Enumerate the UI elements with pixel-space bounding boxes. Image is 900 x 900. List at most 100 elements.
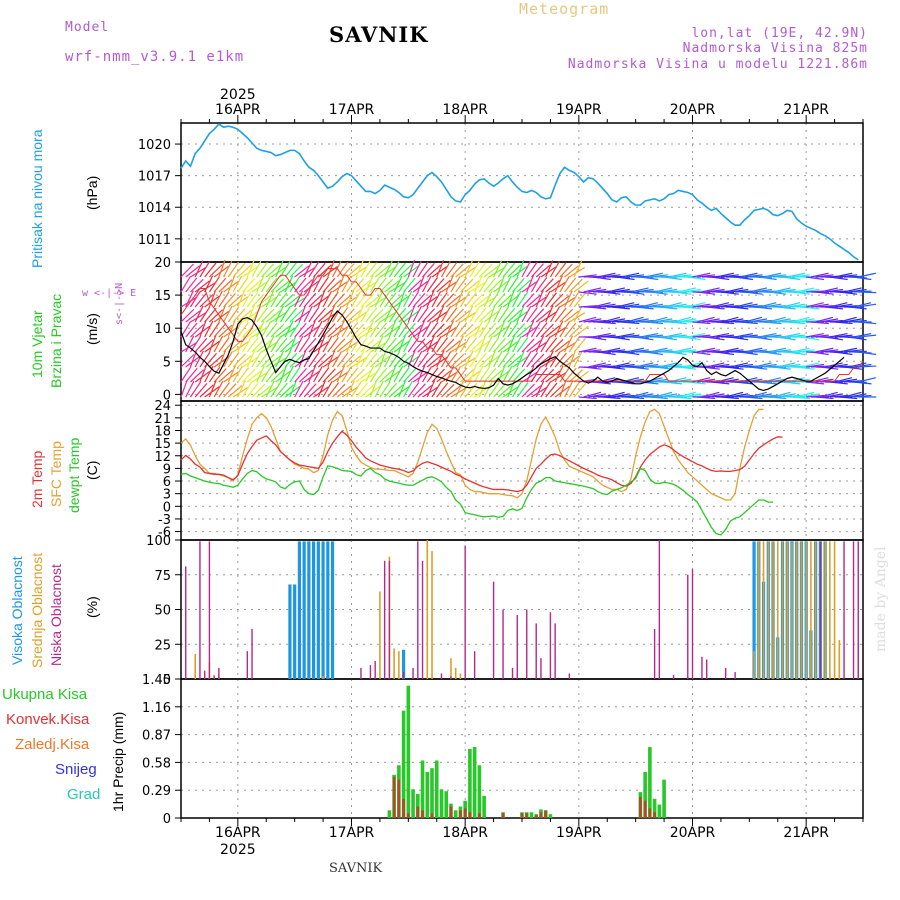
wind-arrow [583, 366, 602, 370]
wind-arrow [497, 261, 509, 278]
wind-arrow [848, 306, 867, 310]
wind-arrow [332, 293, 346, 308]
low-cloud-bar [251, 628, 253, 679]
wind-arrow [185, 335, 195, 353]
wind-arrow [592, 394, 612, 398]
wind-arrow [180, 276, 191, 293]
wind-arrow [645, 272, 663, 278]
wind-arrow [602, 274, 621, 278]
wind-arrow [308, 384, 323, 398]
wind-arrow [270, 369, 285, 383]
wind-arrow [275, 325, 291, 338]
wind-arrow [317, 309, 333, 323]
wind-arrow [294, 368, 307, 383]
wind-arrow [431, 278, 445, 293]
wind-arrow [445, 365, 455, 383]
wind-arrow [374, 265, 390, 278]
high-cloud-bar [293, 584, 297, 679]
wind-arrow [559, 342, 576, 353]
wind-arrow [531, 263, 544, 278]
wind-arrow [464, 325, 480, 338]
wind-arrow [261, 263, 275, 278]
wind-arrow [294, 277, 307, 293]
wind-arrow [673, 274, 692, 278]
wind-arrow [284, 275, 294, 293]
wind-arrow [360, 326, 377, 338]
mid-cloud-bar [838, 640, 841, 679]
wind-arrow [237, 309, 252, 323]
wind-arrow [668, 334, 687, 338]
wind-arrow [284, 320, 294, 338]
wind-arrow [417, 352, 429, 368]
wind-arrow [668, 272, 687, 278]
wind-arrow [573, 325, 589, 338]
low-cloud-bar [208, 541, 211, 679]
wind-arrow [559, 366, 571, 383]
wind-arrow [194, 292, 208, 308]
wind-arrow [640, 332, 659, 338]
x-tick-label-bottom: 20APR [670, 825, 716, 841]
wind-arrow [654, 366, 673, 370]
wind-arrow [261, 308, 275, 323]
wind-arrow [327, 350, 336, 368]
wind-arrow [806, 302, 824, 308]
total-precip-bar [468, 748, 472, 818]
wind-arrow [502, 353, 516, 368]
wind-arrow [763, 334, 782, 338]
wind-arrow [758, 363, 777, 368]
wind-arrow [251, 260, 262, 278]
y-tick-label: -6 [158, 526, 171, 541]
wind-arrow [626, 291, 645, 295]
mid-cloud-bar [781, 541, 784, 679]
wind-arrow [554, 340, 570, 353]
wind-arrow [412, 305, 423, 323]
wind-arrow [317, 276, 329, 293]
wind-arrow [336, 385, 352, 398]
wind-arrow [630, 349, 649, 353]
wind-arrow [853, 363, 872, 368]
wind-arrow [275, 350, 285, 368]
wind-arrow [379, 369, 394, 383]
wind-arrow [725, 287, 744, 293]
wind-arrow [298, 381, 311, 398]
wind-arrow [237, 354, 253, 368]
wind-arrow [507, 264, 522, 278]
wind-arrow [398, 380, 407, 398]
wind-arrow [232, 353, 246, 368]
wind-arrow [270, 311, 287, 323]
wind-arrow [355, 279, 371, 293]
wind-arrow [199, 282, 216, 293]
wind-arrow [275, 382, 288, 398]
wind-arrow [412, 293, 426, 308]
wind-arrow [535, 277, 548, 293]
wind-arrow [464, 382, 478, 398]
wind-arrow [858, 334, 877, 338]
wind-arrow [218, 382, 230, 398]
wind-arrow [796, 318, 815, 323]
wind-arrow [853, 332, 872, 338]
wind-arrow [507, 367, 519, 383]
mid-cloud-bar [426, 540, 429, 679]
wind-arrow [422, 308, 436, 323]
wind-arrow [530, 321, 541, 338]
wind-arrow [374, 335, 384, 353]
wind-arrow [327, 382, 340, 398]
wind-arrow [858, 321, 877, 325]
wind-arrow [185, 367, 198, 383]
wind-arrow [294, 322, 307, 338]
wind-arrow [825, 336, 843, 341]
wind-arrow [602, 316, 621, 323]
wind-arrow [483, 335, 493, 353]
wind-arrow [858, 272, 876, 278]
wind-arrow [763, 272, 782, 278]
wind-arrow [512, 335, 522, 353]
wind-arrow [630, 366, 649, 370]
wind-arrow [602, 347, 621, 353]
wind-arrow [806, 381, 825, 385]
wind-arrow [351, 356, 368, 368]
wind-arrow [341, 366, 352, 383]
wind-arrow [199, 364, 207, 383]
x-tick-label-bottom: 17APR [329, 825, 375, 841]
wind-arrow [706, 393, 725, 398]
low-cloud-bar [464, 545, 466, 679]
